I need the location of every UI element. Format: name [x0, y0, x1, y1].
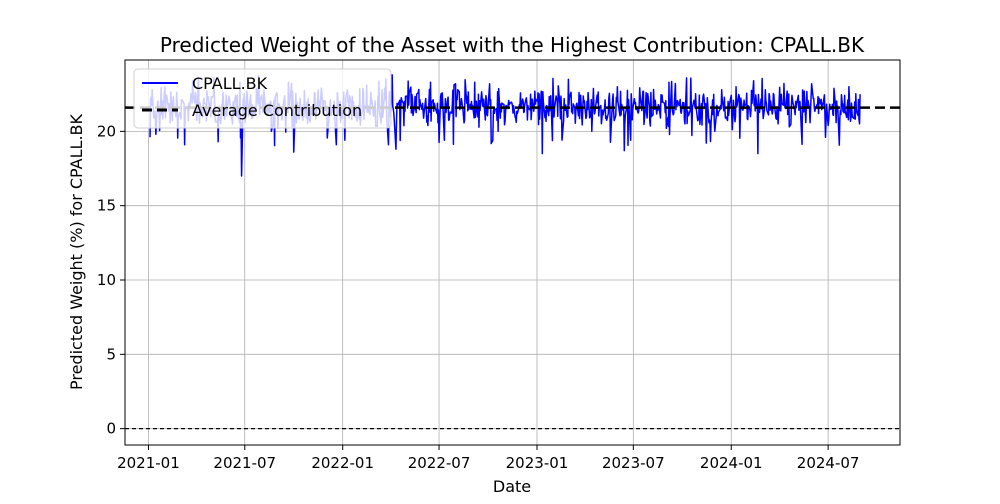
x-tick-label: 2021-07 [213, 454, 276, 472]
x-tick-layer: 2021-01 2021-07 2022-01 2022-07 2023-01 2023-… [117, 445, 859, 472]
legend: CPALL.BK Average Contribution [133, 68, 392, 129]
x-tick-label: 2023-07 [602, 454, 665, 472]
chart-title: Predicted Weight of the Asset with the H… [160, 33, 865, 57]
x-tick-label: 2023-01 [506, 454, 569, 472]
y-tick-label: 10 [97, 271, 116, 289]
y-tick-label: 20 [97, 122, 116, 140]
legend-label-average: Average Contribution [192, 101, 362, 120]
x-tick-label: 2024-07 [797, 454, 860, 472]
legend-box [133, 68, 392, 129]
y-tick-label: 0 [106, 420, 116, 438]
x-tick-label: 2022-01 [311, 454, 374, 472]
x-tick-label: 2021-01 [117, 454, 180, 472]
y-tick-layer: 0 5 10 15 20 [97, 122, 125, 438]
x-axis-label: Date [493, 477, 531, 496]
y-axis-label: Predicted Weight (%) for CPALL.BK [67, 113, 86, 390]
y-tick-label: 15 [97, 197, 116, 215]
x-tick-label: 2022-07 [408, 454, 471, 472]
legend-label-cpall: CPALL.BK [192, 74, 268, 93]
plot-frame [124, 59, 901, 446]
y-tick-label: 5 [106, 345, 116, 363]
x-tick-label: 2024-01 [700, 454, 763, 472]
